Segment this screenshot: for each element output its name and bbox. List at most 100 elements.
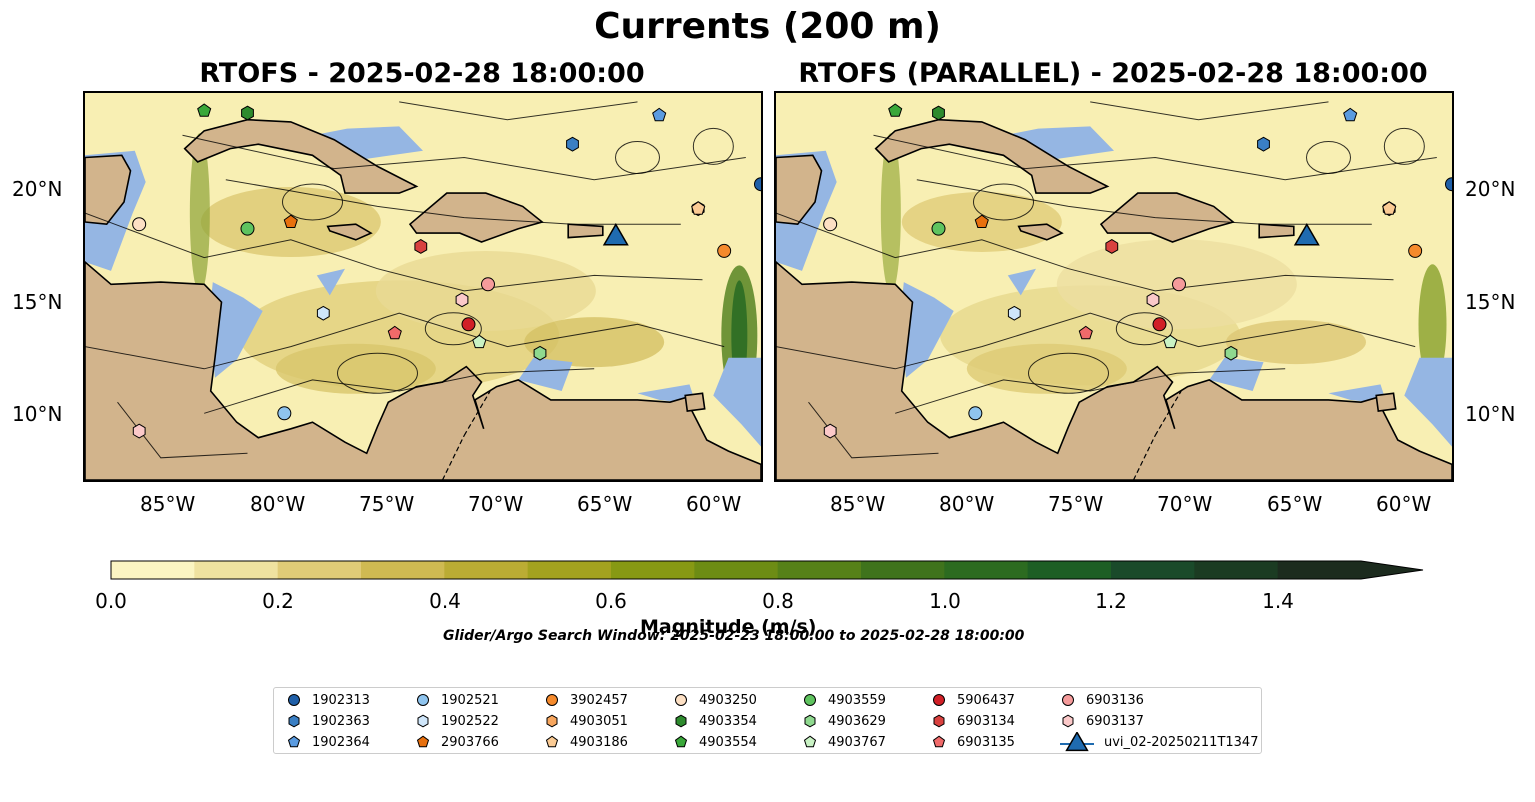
legend-label: 4903354 [699,713,757,729]
legend-label: 4903767 [828,734,886,750]
legend-item: uvi_02-20250211T1347 [1060,732,1258,752]
circle-icon [933,694,945,706]
argo-float-marker [888,103,903,117]
legend-item: 1902521 [415,690,499,710]
landmass [776,154,823,226]
float-marker-icon [675,714,687,728]
landmass [567,223,604,239]
argo-float-marker [931,221,946,236]
legend-item: 4903767 [802,732,886,752]
legend-label: 4903250 [699,692,757,708]
legend-item: 6903135 [931,732,1015,752]
argo-float-marker [566,136,579,152]
panel-title-rtofs-parallel: RTOFS (PARALLEL) - 2025-02-28 18:00:00 [798,58,1428,89]
colorbar-tick: 1.0 [929,589,961,613]
argo-float-marker [968,406,983,421]
float-marker-icon [1062,714,1074,728]
argo-float-marker [1343,107,1358,122]
float-marker-icon [932,735,946,748]
lon-tick: 75°W [359,492,415,516]
colorbar-segment [777,561,862,579]
landmass [1258,223,1295,239]
figure-title: Currents (200 m) [594,6,941,47]
glider-marker-icon [1060,732,1094,752]
colorbar-segment [444,561,529,579]
argo-float-marker [1007,305,1021,321]
argo-float-marker [691,201,706,215]
legend-label: 4903629 [828,713,886,729]
argo-float-marker [132,423,146,439]
landmass [1099,192,1235,243]
legend-label: 1902521 [441,692,499,708]
argo-float-marker [1163,334,1178,349]
argo-float-marker [455,292,469,308]
landmass [85,154,132,226]
colorbar-segment [1277,561,1423,579]
colorbar-tick: 0.6 [595,589,627,613]
pentagon-icon [416,735,430,748]
colorbar-tick: 0.4 [429,589,461,613]
landmass [408,192,544,243]
legend-item: 1902363 [286,711,370,731]
hexagon-icon [546,714,558,728]
landmass [85,260,761,480]
argo-float-marker [823,423,837,439]
float-marker-icon [933,714,945,728]
legend-item: 1902364 [286,732,370,752]
lon-tick: 85°W [830,492,886,516]
colorbar-segment [194,561,279,579]
landmass [183,118,419,194]
colorbar-segment [861,561,945,579]
colorbar-segment [111,561,195,579]
map-panel-rtofs-parallel[interactable] [774,91,1454,482]
legend-item: 4903554 [673,732,757,752]
legend-label: 4903051 [570,713,628,729]
argo-float-marker [481,277,495,292]
argo-float-marker [387,325,402,340]
colorbar-segment [277,561,362,579]
legend-item: 4903629 [802,711,886,731]
colorbar-segment [1194,561,1279,579]
argo-float-marker [974,214,989,228]
colorbar-tick: 0.2 [262,589,294,613]
argo-float-marker [472,334,487,349]
circle-icon [288,694,300,706]
legend-label: 6903136 [1086,692,1144,708]
colorbar-tick: 1.2 [1095,589,1127,613]
argo-float-marker [1078,325,1093,340]
float-marker-icon [546,714,558,728]
argo-float-marker [652,107,667,122]
lon-tick: 65°W [577,492,633,516]
colorbar-tick: 0.8 [762,589,794,613]
float-marker-icon [933,694,945,706]
landmass [1375,392,1397,412]
argo-float-marker [1152,317,1167,332]
hexagon-icon [417,714,429,728]
hexagon-icon [288,714,300,728]
legend-item: 5906437 [931,690,1015,710]
float-marker-icon [288,714,300,728]
legend-label: 1902363 [312,713,370,729]
pentagon-icon [674,735,688,748]
circle-icon [417,694,429,706]
search-window-note: Glider/Argo Search Window: 2025-02-23 18… [443,628,1025,644]
float-marker-icon [804,694,816,706]
legend-label: 1902313 [312,692,370,708]
float-marker-icon [674,735,688,748]
argo-float-marker [1146,292,1160,308]
float-marker-icon [416,735,430,748]
float-marker-icon [804,714,816,728]
legend-label: 4903554 [699,734,757,750]
legend-label: 2903766 [441,734,499,750]
lat-tick: 15°N [1465,290,1516,314]
legend-label: 1902364 [312,734,370,750]
panel-title-rtofs: RTOFS - 2025-02-28 18:00:00 [199,58,645,89]
float-marker-icon [417,694,429,706]
legend-item: 4903250 [673,690,757,710]
float-marker-icon [1062,694,1074,706]
legend: 1902313 1902363 1902364 1902521 1902522 29037… [273,687,1262,754]
lon-tick: 60°W [686,492,742,516]
argo-float-marker [754,177,761,192]
argo-float-marker [533,345,547,361]
map-panel-rtofs[interactable] [83,91,763,482]
